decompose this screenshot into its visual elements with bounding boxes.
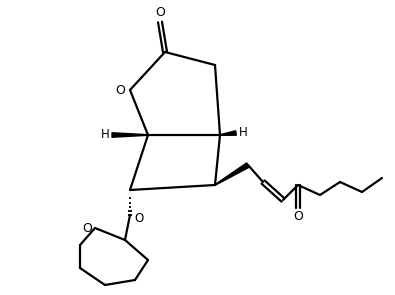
Polygon shape <box>220 131 236 135</box>
Polygon shape <box>215 163 249 185</box>
Text: O: O <box>134 212 144 225</box>
Text: O: O <box>115 83 125 96</box>
Polygon shape <box>112 133 148 137</box>
Text: O: O <box>293 211 303 224</box>
Text: O: O <box>155 6 165 19</box>
Text: H: H <box>239 127 247 140</box>
Text: O: O <box>82 222 92 235</box>
Text: H: H <box>101 129 109 142</box>
